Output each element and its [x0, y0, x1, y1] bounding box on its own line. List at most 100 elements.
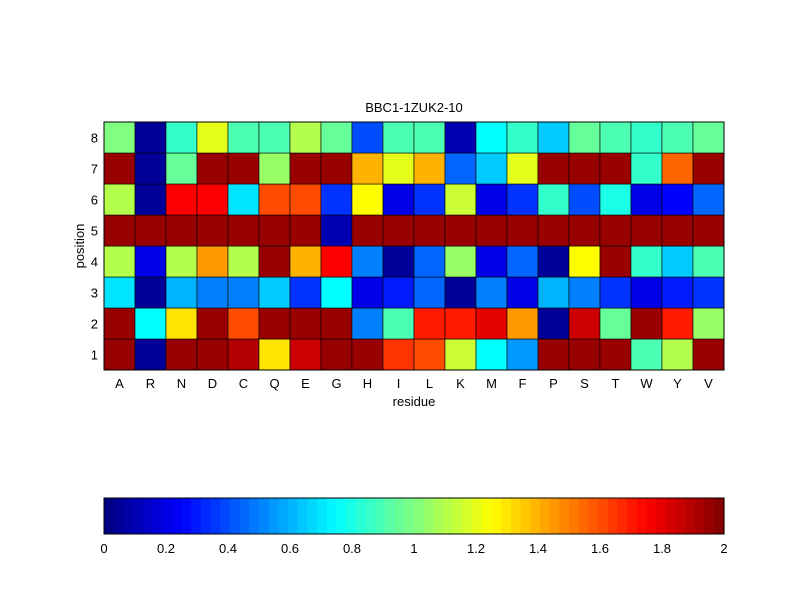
heatmap-cell-M-6 — [475, 183, 508, 216]
colorbar-segment — [104, 498, 115, 534]
y-tick-7: 7 — [91, 162, 98, 177]
heatmap-cell-A-5 — [103, 214, 136, 247]
colorbar-segment — [326, 498, 338, 534]
heatmap-cell-G-7 — [320, 152, 353, 185]
heatmap-cell-E-6 — [289, 183, 322, 216]
colorbar — [104, 498, 725, 534]
colorbar-segment — [200, 498, 212, 534]
colorbar-segment — [423, 498, 434, 534]
colorbar-segment — [646, 498, 657, 534]
colorbar-segment — [297, 498, 309, 534]
colorbar-segment — [384, 498, 396, 534]
colorbar-segment — [268, 498, 279, 534]
colorbar-segment — [530, 498, 541, 534]
heatmap-cell-K-5 — [444, 214, 477, 247]
heatmap-cell-D-1 — [196, 338, 229, 371]
heatmap-cell-R-1 — [134, 338, 167, 371]
colorbar-segment — [704, 498, 715, 534]
heatmap-cell-D-5 — [196, 214, 229, 247]
colorbar-tick-labels: 0 0.2 0.4 0.6 0.8 1 1.2 1.4 1.6 1.8 2 — [100, 541, 727, 556]
heatmap-cell-R-5 — [134, 214, 167, 247]
heatmap-cell-H-2 — [351, 307, 384, 340]
colorbar-tick-0: 0 — [100, 541, 107, 556]
heatmap-cell-I-2 — [382, 307, 415, 340]
heatmap-cell-N-4 — [165, 245, 198, 278]
colorbar-segment — [210, 498, 221, 534]
colorbar-tick-0.2: 0.2 — [157, 541, 175, 556]
heatmap-cell-M-5 — [475, 214, 508, 247]
heatmap-cell-W-6 — [630, 183, 663, 216]
heatmap-cell-N-6 — [165, 183, 198, 216]
heatmap-cell-Q-3 — [258, 276, 291, 309]
heatmap-cell-A-7 — [103, 152, 136, 185]
heatmap-cell-V-5 — [692, 214, 725, 247]
heatmap-cell-P-5 — [537, 214, 570, 247]
heatmap-cell-G-1 — [320, 338, 353, 371]
heatmap-cell-K-7 — [444, 152, 477, 185]
colorbar-segment — [462, 498, 473, 534]
heatmap-cell-L-3 — [413, 276, 446, 309]
colorbar-segment — [491, 498, 502, 534]
heatmap-cell-N-3 — [165, 276, 198, 309]
heatmap-cell-S-6 — [568, 183, 601, 216]
colorbar-tick-1.8: 1.8 — [653, 541, 671, 556]
heatmap-cell-T-6 — [599, 183, 632, 216]
heatmap-cell-R-7 — [134, 152, 167, 185]
colorbar-segment — [685, 498, 696, 534]
heatmap-cell-C-8 — [227, 121, 260, 154]
heatmap-cell-P-7 — [537, 152, 570, 185]
colorbar-segment — [123, 498, 134, 534]
colorbar-segment — [501, 498, 512, 534]
heatmap-cell-K-8 — [444, 121, 477, 154]
colorbar-segment — [336, 498, 347, 534]
colorbar-tick-1.4: 1.4 — [529, 541, 547, 556]
heatmap-cell-S-4 — [568, 245, 601, 278]
colorbar-segment — [510, 498, 522, 534]
heatmap-cell-P-3 — [537, 276, 570, 309]
x-tick-V: V — [704, 376, 713, 391]
heatmap-cell-P-1 — [537, 338, 570, 371]
x-tick-M: M — [486, 376, 497, 391]
colorbar-segment — [375, 498, 386, 534]
heatmap-cell-P-6 — [537, 183, 570, 216]
heatmap-cell-E-4 — [289, 245, 322, 278]
heatmap-cell-A-2 — [103, 307, 136, 340]
heatmap-cell-M-1 — [475, 338, 508, 371]
heatmap-cell-L-2 — [413, 307, 446, 340]
heatmap-cell-R-4 — [134, 245, 167, 278]
heatmap-cell-Y-2 — [661, 307, 694, 340]
heatmap-cell-I-1 — [382, 338, 415, 371]
heatmap-cell-N-8 — [165, 121, 198, 154]
heatmap-cell-Y-8 — [661, 121, 694, 154]
heatmap-cell-N-1 — [165, 338, 198, 371]
x-tick-N: N — [177, 376, 186, 391]
colorbar-segment — [365, 498, 376, 534]
heatmap-cell-N-7 — [165, 152, 198, 185]
heatmap-cell-E-3 — [289, 276, 322, 309]
y-tick-3: 3 — [91, 286, 98, 301]
colorbar-segment — [239, 498, 250, 534]
heatmap-cell-E-8 — [289, 121, 322, 154]
colorbar-segment — [665, 498, 677, 534]
heatmap-cell-W-1 — [630, 338, 663, 371]
colorbar-segment — [394, 498, 405, 534]
heatmap-cell-C-6 — [227, 183, 260, 216]
heatmap-cell-F-7 — [506, 152, 539, 185]
heatmap-cell-P-4 — [537, 245, 570, 278]
colorbar-tick-0.4: 0.4 — [219, 541, 237, 556]
heatmap-cell-C-7 — [227, 152, 260, 185]
heatmap-cell-S-1 — [568, 338, 601, 371]
colorbar-segment — [113, 498, 124, 534]
colorbar-segment — [414, 498, 425, 534]
heatmap-cell-C-5 — [227, 214, 260, 247]
heatmap-cell-Q-5 — [258, 214, 291, 247]
x-tick-T: T — [612, 376, 620, 391]
x-tick-S: S — [580, 376, 589, 391]
y-tick-5: 5 — [91, 224, 98, 239]
heatmap-cell-H-3 — [351, 276, 384, 309]
heatmap-cell-A-6 — [103, 183, 136, 216]
colorbar-segment — [675, 498, 686, 534]
heatmap-cell-A-1 — [103, 338, 136, 371]
heatmap-cell-R-8 — [134, 121, 167, 154]
